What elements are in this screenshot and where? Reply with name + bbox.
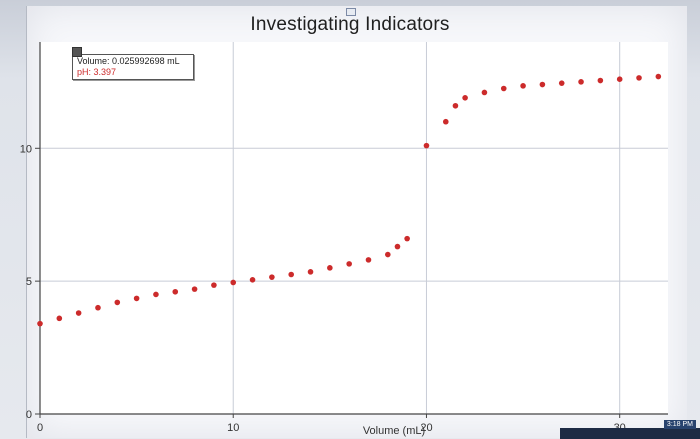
data-point	[288, 271, 295, 278]
data-point	[172, 288, 179, 295]
data-point	[230, 279, 237, 286]
data-point	[346, 261, 352, 267]
y-tick-label: 10	[20, 143, 32, 155]
readout-ph: pH: 3.397	[77, 67, 117, 77]
data-point	[365, 257, 372, 263]
window-resize-handle[interactable]	[346, 8, 356, 16]
data-point	[385, 251, 391, 258]
point-readout-box[interactable]: Volume: 0.025992698 mL pH: 3.397	[72, 47, 194, 80]
data-point	[153, 291, 159, 298]
data-point	[462, 95, 468, 101]
x-tick-label: 0	[37, 422, 43, 434]
data-point	[249, 277, 256, 283]
data-point	[95, 304, 101, 311]
data-point	[452, 102, 459, 109]
data-point	[394, 243, 401, 250]
data-point	[520, 83, 526, 89]
x-axis-label: Volume (mL)	[363, 425, 425, 437]
data-point	[211, 282, 217, 288]
y-tick-label: 5	[26, 276, 32, 288]
y-tick-label: 0	[26, 409, 32, 421]
readout-volume: Volume: 0.025992698 mL	[77, 56, 180, 66]
data-point	[133, 295, 140, 302]
data-point	[636, 75, 642, 81]
data-point	[616, 76, 623, 82]
data-point	[114, 299, 121, 306]
data-point	[500, 85, 507, 92]
data-point	[597, 77, 604, 84]
data-point	[307, 269, 314, 275]
data-point	[481, 89, 488, 96]
graph-title: Investigating Indicators	[250, 14, 450, 35]
data-point	[327, 265, 333, 271]
x-tick-label: 20	[420, 422, 432, 434]
taskbar-clock: 3:18 PM	[663, 420, 696, 429]
plot-area	[40, 42, 668, 414]
data-point	[37, 320, 43, 327]
data-point	[56, 315, 63, 322]
data-point	[558, 80, 565, 86]
data-point	[578, 79, 584, 85]
data-point	[191, 286, 198, 292]
data-point	[269, 274, 275, 280]
data-point	[404, 235, 410, 242]
data-point	[655, 73, 662, 80]
data-point	[539, 81, 546, 88]
data-point	[442, 118, 449, 125]
x-tick-label: 10	[227, 422, 239, 434]
taskbar	[560, 428, 700, 439]
readout-drag-handle[interactable]	[72, 47, 82, 57]
data-point	[423, 142, 430, 149]
data-point	[75, 310, 82, 316]
